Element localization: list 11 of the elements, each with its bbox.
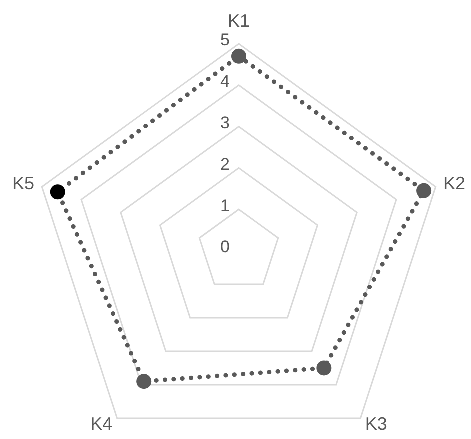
- y-tick-label: 4: [220, 72, 230, 92]
- y-tick-label: 2: [220, 154, 230, 174]
- y-tick-label: 3: [220, 113, 230, 132]
- spoke-label: K2: [443, 174, 466, 194]
- spoke-label: K4: [90, 414, 113, 434]
- spoke-label: K1: [228, 11, 250, 31]
- y-tick-label: 1: [220, 196, 230, 216]
- y-tick-label: 0: [220, 238, 230, 257]
- y-tick-label: 5: [220, 30, 230, 50]
- spoke-label: K5: [12, 174, 35, 194]
- spoke-label: K3: [365, 414, 388, 434]
